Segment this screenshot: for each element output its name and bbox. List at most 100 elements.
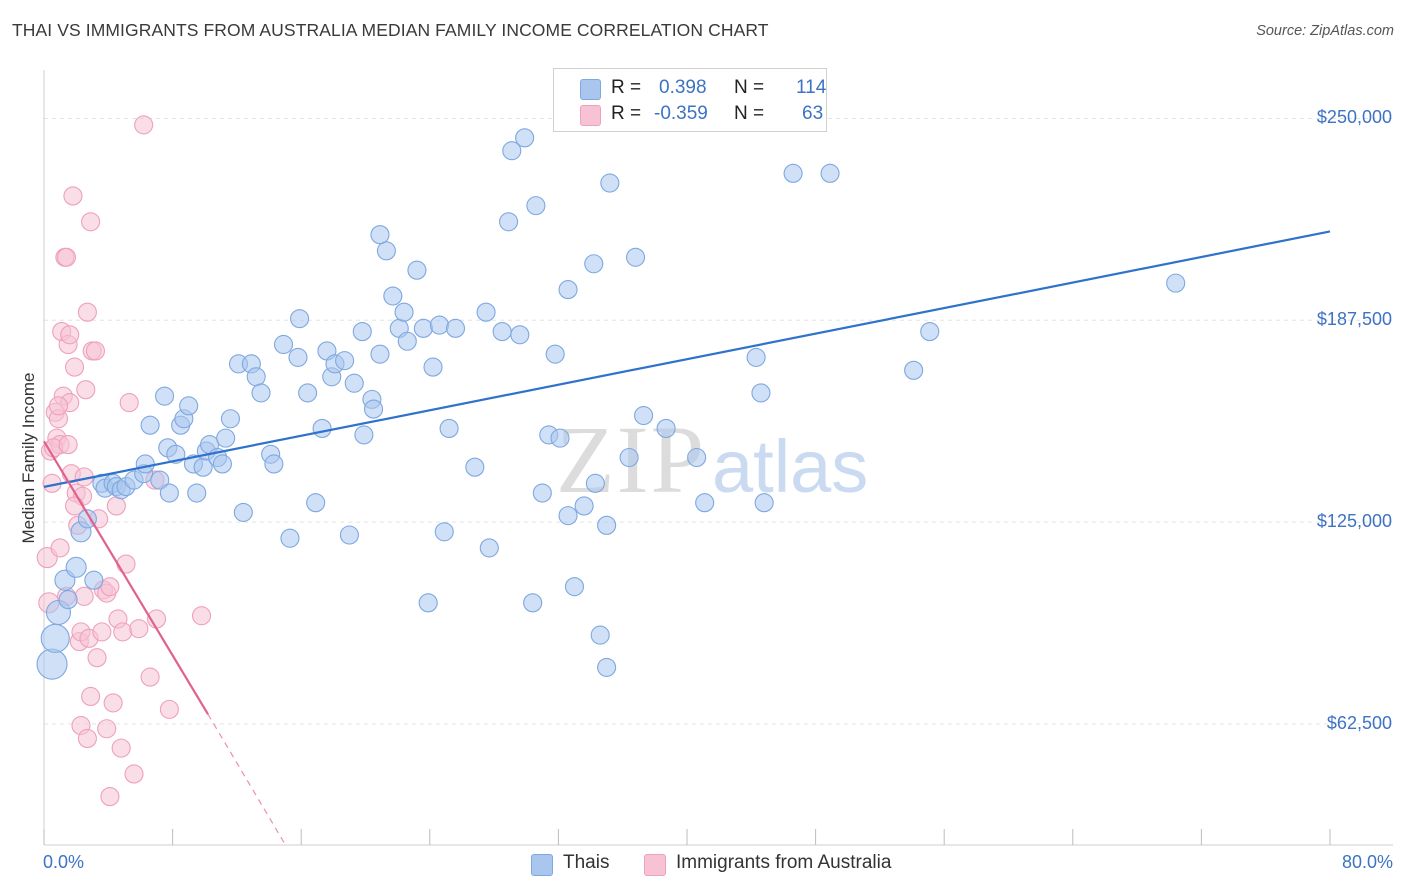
australia-point — [106, 496, 126, 516]
thais-point — [376, 241, 396, 261]
thais-point — [370, 344, 390, 364]
legend-r-value: -0.359 — [654, 103, 708, 124]
thais-point — [545, 344, 565, 364]
thais-point — [407, 260, 427, 280]
thais-point — [619, 447, 639, 468]
thais-point — [502, 141, 522, 161]
thais-point — [212, 454, 232, 474]
thais-point — [58, 590, 78, 610]
legend-n-label: N = — [734, 103, 765, 124]
legend-swatch-australia — [580, 105, 601, 126]
australia-point — [85, 341, 105, 361]
thais-point — [413, 318, 433, 338]
australia-point — [100, 787, 120, 807]
thais-point — [298, 383, 318, 403]
thais-point — [656, 418, 676, 438]
australia-point — [87, 648, 107, 668]
australia-point — [113, 622, 133, 642]
australia-point — [74, 586, 94, 606]
thais-point — [429, 315, 449, 335]
y-tick-label: $187,500 — [1316, 309, 1392, 330]
watermark: ZIP atlas — [556, 406, 868, 513]
thais-point — [600, 173, 620, 193]
thais-point — [344, 373, 364, 393]
australia-point — [111, 738, 131, 758]
australia-point — [76, 380, 96, 400]
australia-point — [60, 325, 80, 345]
thais-point — [36, 648, 68, 680]
australia-point — [81, 686, 101, 707]
thais-point — [77, 509, 97, 529]
thais-point — [510, 325, 530, 345]
watermark-atlas: atlas — [712, 425, 868, 508]
thais-point — [339, 525, 359, 545]
thais-point — [434, 522, 454, 542]
thais-point — [515, 128, 535, 148]
thais-point — [251, 383, 271, 403]
thais-point — [754, 493, 774, 513]
thais-point — [352, 322, 372, 342]
thais-point — [233, 502, 253, 522]
australia-trend-line — [43, 440, 209, 715]
australia-point — [124, 764, 144, 784]
thais-trend-line — [43, 230, 1331, 488]
australia-point — [77, 728, 97, 748]
thais-point — [820, 163, 840, 183]
australia-point — [92, 622, 112, 642]
thais-point — [423, 357, 443, 377]
thais-point — [558, 280, 578, 300]
legend-r-value: 0.398 — [659, 77, 707, 98]
series-immigrants-from-australia — [36, 115, 212, 807]
gridlines — [44, 117, 1393, 725]
australia-point — [48, 396, 69, 416]
thais-point — [312, 418, 332, 438]
thais-point — [492, 322, 512, 342]
thais-point — [476, 302, 496, 322]
australia-point — [77, 302, 97, 322]
thais-point — [264, 454, 284, 474]
bottom-legend-label-australia: Immigrants from Australia — [676, 852, 892, 873]
thais-point — [597, 515, 617, 535]
thais-point — [499, 212, 519, 232]
correlation-legend: R = 0.398 N = 114 R = -0.359 N = 63 — [553, 68, 827, 132]
australia-point — [103, 693, 123, 713]
thais-point — [445, 318, 466, 338]
australia-point — [97, 719, 117, 739]
thais-point — [695, 493, 715, 513]
legend-r-label: R = — [611, 103, 642, 124]
australia-point — [58, 435, 78, 455]
thais-point — [155, 386, 175, 406]
thais-point — [150, 470, 170, 490]
thais-point — [135, 454, 155, 474]
legend-n-value: 114 — [796, 77, 827, 98]
thais-point — [179, 396, 199, 416]
legend-n-value: 63 — [802, 103, 824, 124]
y-tick-label: $62,500 — [1326, 712, 1392, 733]
australia-point — [64, 357, 85, 377]
thais-point — [40, 623, 70, 653]
thais-point — [439, 418, 459, 438]
thais-point — [626, 247, 646, 267]
thais-point — [904, 360, 924, 380]
legend-swatch-thais — [580, 79, 601, 100]
thais-point — [746, 347, 766, 367]
thais-point — [634, 405, 654, 426]
thais-point — [751, 383, 771, 403]
thais-point — [159, 483, 179, 503]
bottom-legend-swatch-australia — [644, 854, 666, 876]
thais-point — [363, 399, 384, 419]
thais-point — [394, 302, 414, 322]
thais-point — [288, 347, 308, 367]
thais-point — [140, 415, 160, 435]
bottom-legend-swatch-thais — [531, 854, 553, 876]
thais-point — [246, 367, 266, 387]
thais-point — [550, 428, 570, 448]
australia-point — [50, 538, 70, 558]
thais-point — [687, 447, 707, 468]
y-tick-label: $250,000 — [1316, 107, 1392, 128]
australia-point — [119, 393, 139, 413]
australia-trend-extension — [207, 713, 287, 846]
thais-point — [597, 657, 617, 677]
thais-point — [273, 334, 294, 355]
thais-point — [306, 493, 326, 513]
